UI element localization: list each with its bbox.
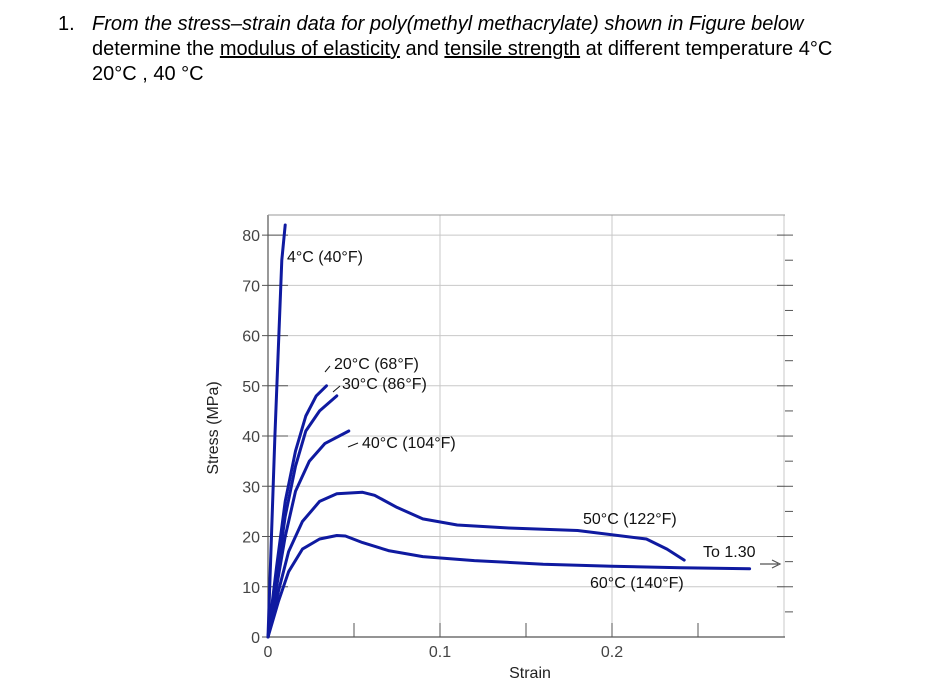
y-tick-label-70: 70 — [242, 278, 260, 295]
chart-curves — [266, 223, 782, 639]
question-number: 1. — [58, 13, 75, 35]
curve-series-5 — [266, 534, 752, 639]
modulus-of-elasticity-text: modulus of elasticity — [219, 38, 400, 60]
leader-20c — [324, 365, 331, 373]
chart-tick-labels: 0 10 20 30 40 50 60 70 80 0 0.1 0.2 — [242, 228, 623, 661]
y-tick-label-40: 40 — [242, 429, 260, 446]
annotation-5: To 1.30 — [703, 544, 756, 561]
chart-grid — [268, 215, 785, 637]
annotation-1: 20°C (68°F) — [334, 356, 419, 373]
tensile-strength-text: tensile strength — [444, 38, 581, 60]
annotation-6: 60°C (140°F) — [590, 575, 684, 592]
y-tick-label-0: 0 — [251, 630, 260, 647]
x-tick-label-0: 0 — [264, 644, 273, 661]
question-line-3: 20°C , 40 °C — [92, 63, 204, 85]
curve-series-2 — [266, 394, 339, 639]
curve-series-3 — [266, 429, 351, 639]
question-line-2-mid: and — [399, 38, 445, 60]
y-tick-label-60: 60 — [242, 329, 260, 346]
chart-annotations: 4°C (40°F) 20°C (68°F) 30°C (86°F) 40°C (10… — [287, 249, 756, 592]
question-line-2-pre: determine the — [92, 38, 220, 60]
y-tick-label-20: 20 — [242, 530, 260, 547]
annotation-3: 40°C (104°F) — [362, 435, 456, 452]
curve-series-0 — [266, 223, 287, 639]
y-tick-label-50: 50 — [242, 379, 260, 396]
chart-axes — [262, 214, 793, 638]
y-tick-label-10: 10 — [242, 580, 260, 597]
y-axis-label: Stress (MPa) — [205, 381, 222, 474]
question-line-2: determine the modulus of elasticity and … — [92, 37, 832, 62]
annotation-2: 30°C (86°F) — [342, 376, 427, 393]
annotation-4: 50°C (122°F) — [583, 511, 677, 528]
question-line-1: From the stress–strain data for poly(met… — [92, 13, 804, 35]
curve-series-4 — [266, 490, 686, 639]
question-line-2-post: at different temperature 4°C — [580, 38, 833, 60]
to-arrow — [760, 559, 782, 569]
y-tick-label-30: 30 — [242, 479, 260, 496]
y-tick-label-80: 80 — [242, 228, 260, 245]
annotation-0: 4°C (40°F) — [287, 249, 363, 266]
x-tick-label-2: 0.2 — [601, 644, 623, 661]
leader-40c — [347, 442, 359, 448]
leader-30c — [332, 385, 341, 393]
x-tick-label-1: 0.1 — [429, 644, 451, 661]
x-axis-label: Strain — [509, 665, 551, 682]
